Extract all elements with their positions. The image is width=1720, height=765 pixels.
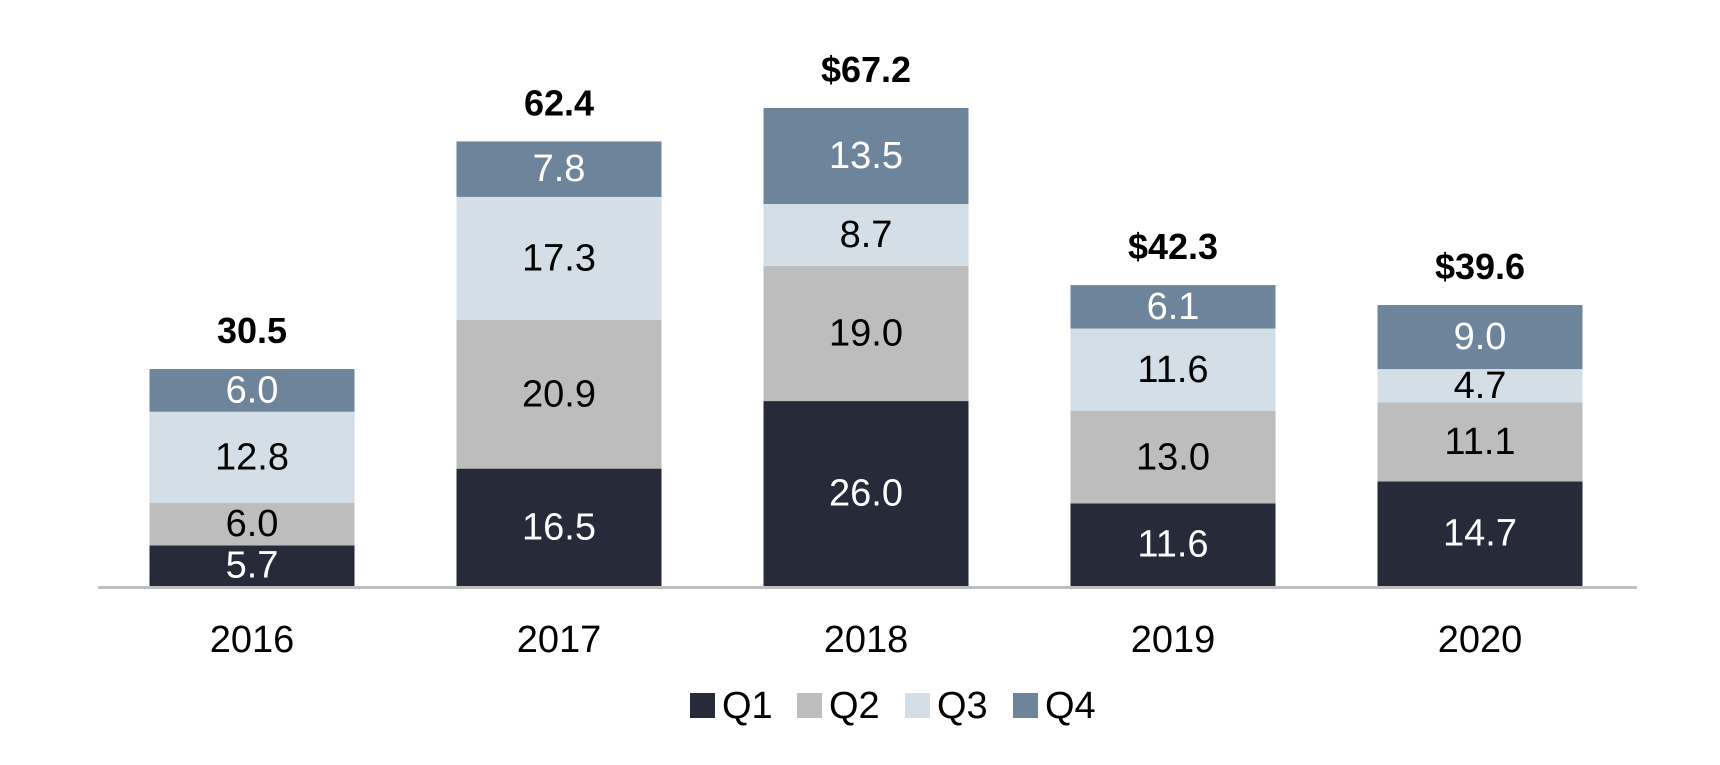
legend-swatch-q1	[690, 693, 715, 718]
legend-item-q2: Q2	[797, 685, 880, 727]
bar-segment-q2-2019	[1070, 411, 1276, 504]
data-label-q2-2016: 6.0	[226, 503, 279, 545]
data-label-q1-2019: 11.6	[1137, 524, 1208, 566]
bar-segment-q2-2018	[763, 265, 969, 402]
data-label-q2-2018: 19.0	[829, 312, 903, 354]
x-tick-label-2016: 2016	[210, 619, 295, 661]
total-label-2020: $39.6	[1435, 246, 1525, 287]
data-label-q3-2016: 12.8	[215, 436, 289, 478]
legend-swatch-q4	[1013, 693, 1038, 718]
data-label-q2-2020: 11.1	[1444, 421, 1515, 463]
bar-segment-q3-2018	[763, 204, 969, 266]
bars-layer	[149, 108, 1583, 586]
data-label-q2-2017: 20.9	[522, 373, 596, 415]
bar-segment-q4-2017	[456, 141, 662, 197]
bar-segment-q1-2017	[456, 468, 662, 586]
x-tick-label-2018: 2018	[824, 619, 909, 661]
total-label-2018: $67.2	[821, 49, 911, 90]
data-label-q3-2018: 8.7	[840, 214, 893, 256]
legend-label-q2: Q2	[829, 685, 880, 727]
bar-segment-q1-2018	[763, 401, 969, 586]
legend-item-q1: Q1	[690, 685, 773, 727]
total-label-2016: 30.5	[217, 310, 287, 351]
legend-label-q3: Q3	[937, 685, 988, 727]
data-label-q4-2016: 6.0	[226, 369, 279, 411]
legend-swatch-q3	[905, 693, 930, 718]
bar-segment-q2-2017	[456, 319, 662, 469]
data-label-q4-2019: 6.1	[1147, 286, 1200, 328]
data-label-q4-2020: 9.0	[1454, 316, 1507, 358]
data-label-q4-2018: 13.5	[829, 135, 903, 177]
bar-segment-q3-2020	[1377, 369, 1583, 403]
bar-segment-q3-2019	[1070, 328, 1276, 412]
bar-segment-q1-2016	[149, 545, 355, 586]
legend-label-q1: Q1	[722, 685, 773, 727]
legend-label-q4: Q4	[1045, 685, 1096, 727]
bar-segment-q4-2019	[1070, 285, 1276, 329]
data-label-q1-2017: 16.5	[522, 506, 596, 548]
bar-segment-q4-2020	[1377, 305, 1583, 370]
data-label-q3-2020: 4.7	[1454, 365, 1507, 407]
data-label-q1-2018: 26.0	[829, 473, 903, 515]
data-label-q1-2020: 14.7	[1443, 513, 1517, 555]
x-tick-label-2017: 2017	[517, 619, 602, 661]
bar-segment-q4-2016	[149, 369, 355, 412]
data-label-q2-2019: 13.0	[1136, 436, 1210, 478]
bar-segment-q2-2020	[1377, 402, 1583, 482]
bar-segment-q1-2020	[1377, 481, 1583, 586]
legend-swatch-q2	[797, 693, 822, 718]
bar-segment-q4-2018	[763, 108, 969, 205]
bar-segment-q1-2019	[1070, 503, 1276, 586]
total-label-2019: $42.3	[1128, 226, 1218, 267]
x-tick-label-2019: 2019	[1131, 619, 1216, 661]
bar-segment-q2-2016	[149, 502, 355, 546]
bar-segment-q3-2017	[456, 196, 662, 320]
legend: Q1 Q2 Q3 Q4	[690, 685, 1096, 727]
legend-item-q4: Q4	[1013, 685, 1096, 727]
data-label-q4-2017: 7.8	[533, 148, 586, 190]
bar-segment-q3-2016	[149, 411, 355, 503]
total-label-2017: 62.4	[524, 82, 594, 123]
legend-item-q3: Q3	[905, 685, 988, 727]
x-tick-label-2020: 2020	[1438, 619, 1523, 661]
data-label-q3-2017: 17.3	[522, 237, 596, 279]
labels-layer: 5.76.012.86.030.5201616.520.917.37.862.4…	[210, 49, 1525, 661]
data-label-q3-2019: 11.6	[1137, 349, 1208, 391]
data-label-q1-2016: 5.7	[226, 545, 279, 587]
